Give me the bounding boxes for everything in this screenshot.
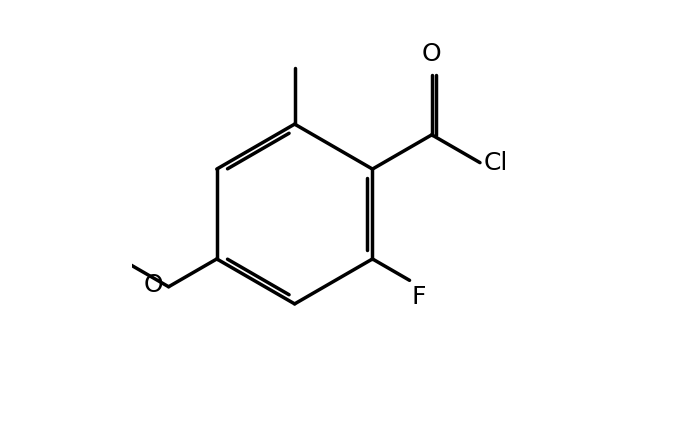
Text: Cl: Cl <box>484 151 508 175</box>
Text: O: O <box>144 273 163 297</box>
Text: F: F <box>412 285 426 309</box>
Text: O: O <box>422 42 441 66</box>
